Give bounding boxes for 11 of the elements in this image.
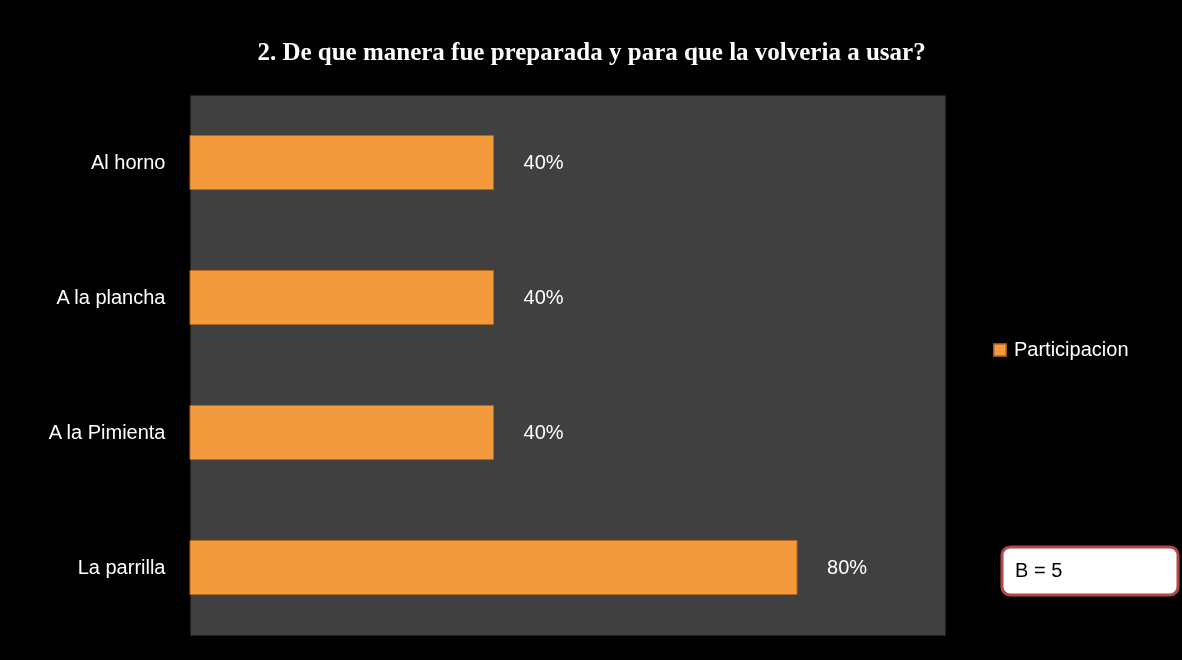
- text: 80%: [827, 555, 868, 578]
- chart-title: 2. De que manera fue preparada y para que la volveria a usar?: [257, 38, 926, 65]
- y-tick-label: A la plancha: [56, 285, 167, 308]
- text: 40%: [523, 150, 564, 173]
- legend-label: Participacion: [1014, 338, 1129, 360]
- y-tick-label: La parrilla: [77, 555, 167, 578]
- y-tick-label: Al horno: [91, 150, 166, 173]
- y-tick-label: A la Pimienta: [48, 420, 167, 443]
- text: B = 5: [1015, 559, 1063, 581]
- text: 40%: [523, 285, 564, 308]
- text: 40%: [523, 420, 564, 443]
